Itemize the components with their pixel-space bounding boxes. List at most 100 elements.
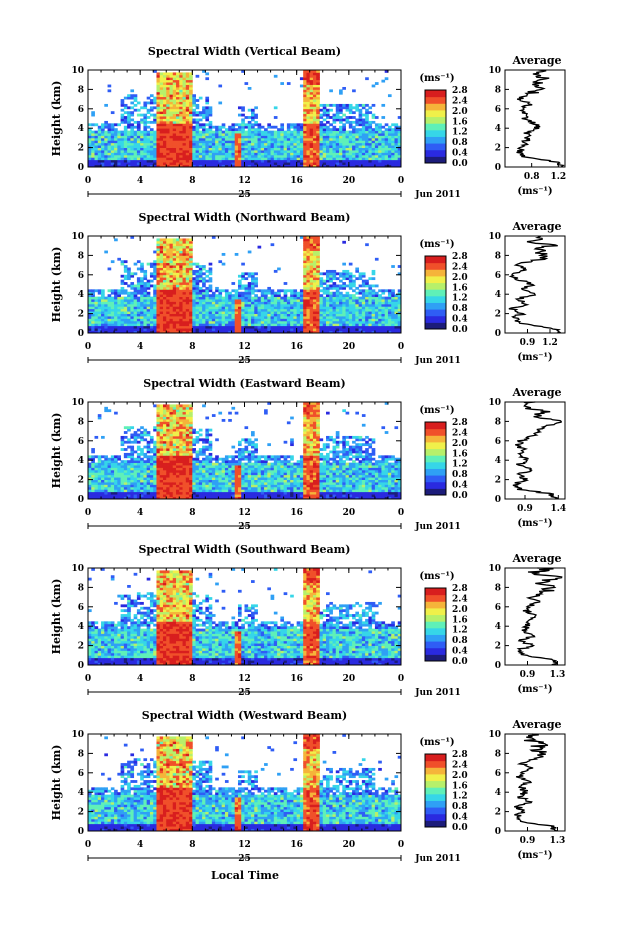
heatmap-cell	[299, 125, 304, 129]
heatmap-cell	[293, 162, 298, 165]
heatmap-cell	[202, 311, 206, 314]
heatmap-cell	[231, 306, 236, 310]
heatmap-cell	[335, 162, 340, 165]
heatmap-cell	[88, 496, 92, 500]
heatmap-cell	[335, 296, 340, 300]
heatmap-cell	[231, 318, 236, 322]
heatmap-cell	[283, 147, 288, 151]
heatmap-cell	[114, 320, 118, 324]
heatmap-cell	[358, 140, 363, 144]
heatmap-cell	[306, 96, 311, 100]
heatmap-cell	[312, 320, 317, 324]
heatmap-cell	[322, 301, 327, 305]
heatmap-cell	[166, 248, 170, 251]
heatmap-cell	[339, 147, 343, 151]
heatmap-cell	[179, 84, 183, 88]
heatmap-cell	[195, 159, 200, 163]
heatmap-cell	[159, 150, 164, 153]
heatmap-cell	[97, 308, 102, 312]
heatmap-cell	[283, 303, 288, 307]
heatmap-cell	[251, 152, 255, 156]
heatmap-cell	[257, 318, 262, 322]
heatmap-cell	[189, 79, 193, 83]
heatmap-cell	[192, 130, 196, 134]
heatmap-cell	[172, 150, 177, 153]
heatmap-cell	[149, 154, 154, 158]
heatmap-cell	[182, 296, 187, 300]
heatmap-cell	[215, 299, 219, 302]
heatmap-cell	[179, 162, 183, 165]
heatmap-cell	[136, 125, 141, 129]
heatmap-cell	[309, 159, 314, 163]
heatmap-cell	[198, 150, 203, 153]
heatmap-cell	[280, 130, 285, 134]
heatmap-cell	[130, 303, 135, 307]
heatmap-cell	[303, 277, 307, 281]
heatmap-cell	[110, 150, 115, 153]
heatmap-cell	[290, 291, 294, 295]
heatmap-cell	[182, 108, 187, 112]
heatmap-cell	[114, 472, 118, 476]
heatmap-cell	[205, 306, 210, 310]
heatmap-cell	[166, 159, 170, 163]
heatmap-cell	[91, 448, 95, 451]
heatmap-cell	[234, 162, 239, 165]
heatmap-cell	[153, 150, 157, 153]
heatmap-cell	[247, 274, 252, 278]
heatmap-cell	[371, 157, 376, 161]
heatmap-cell	[153, 116, 157, 119]
colorbar-band	[425, 282, 446, 290]
avg-y-tick-label: 0	[495, 329, 501, 339]
heatmap-cell	[374, 145, 379, 148]
heatmap-cell	[378, 328, 382, 331]
heatmap-cell	[332, 313, 337, 317]
heatmap-cell	[391, 145, 395, 148]
heatmap-cell	[215, 318, 219, 322]
heatmap-cell	[162, 118, 167, 122]
heatmap-cell	[303, 248, 307, 251]
heatmap-cell	[277, 313, 281, 317]
heatmap-cell	[345, 142, 350, 146]
heatmap-cell	[205, 279, 210, 283]
heatmap-cell	[378, 162, 382, 165]
heatmap-cell	[114, 299, 118, 302]
heatmap-cell	[286, 128, 291, 132]
heatmap-cell	[114, 145, 118, 148]
heatmap-cell	[169, 157, 174, 161]
heatmap-cell	[153, 316, 157, 319]
heatmap-cell	[273, 150, 278, 153]
heatmap-cell	[153, 328, 157, 331]
heatmap-cell	[244, 82, 249, 85]
heatmap-cell	[361, 120, 366, 124]
heatmap-cell	[378, 296, 382, 300]
x-tick-label: 8	[189, 176, 195, 186]
heatmap-cell	[397, 311, 402, 314]
heatmap-cell	[374, 116, 379, 119]
heatmap-cell	[120, 140, 125, 144]
heatmap-cell	[208, 320, 213, 324]
heatmap-cell	[270, 162, 275, 165]
heatmap-cell	[309, 133, 314, 136]
heatmap-cell	[114, 474, 118, 478]
heatmap-cell	[247, 323, 252, 327]
heatmap-cell	[166, 296, 170, 300]
heatmap-cell	[361, 328, 366, 331]
heatmap-cell	[352, 274, 356, 278]
heatmap-cell	[156, 318, 161, 322]
heatmap-cell	[352, 289, 356, 293]
heatmap-cell	[224, 308, 229, 312]
heatmap-cell	[136, 108, 141, 112]
heatmap-cell	[110, 260, 115, 264]
colorbar-band	[425, 90, 446, 98]
heatmap-cell	[120, 103, 125, 107]
heatmap-cell	[169, 301, 174, 305]
heatmap-cell	[104, 482, 108, 485]
heatmap-cell	[114, 308, 118, 312]
heatmap-cell	[185, 255, 190, 259]
heatmap-cell	[319, 159, 324, 163]
heatmap-cell	[329, 291, 333, 295]
heatmap-cell	[94, 455, 99, 459]
heatmap-cell	[169, 140, 174, 144]
heatmap-cell	[114, 465, 118, 468]
heatmap-cell	[107, 320, 112, 324]
